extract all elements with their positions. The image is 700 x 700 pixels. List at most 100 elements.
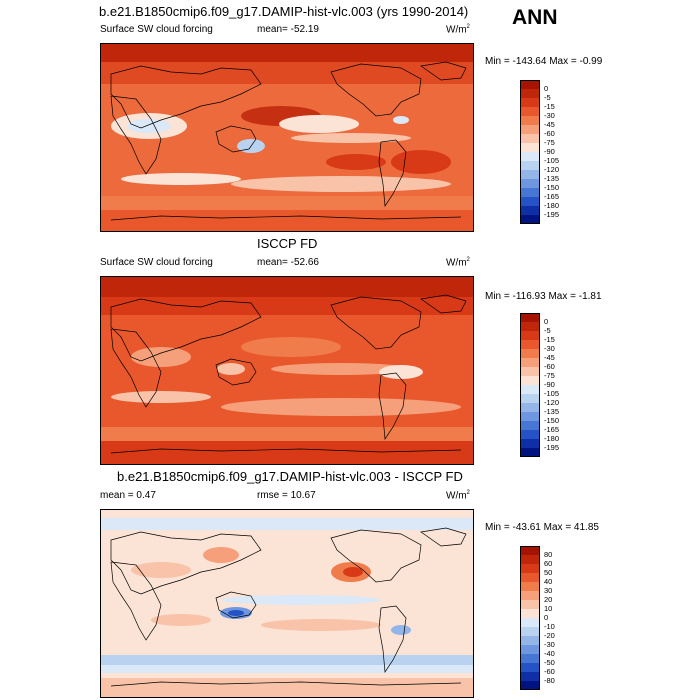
colorbar-tick-label: 20 (544, 595, 553, 604)
colorbar-tick-label: -60 (544, 362, 555, 371)
colorbar-swatch (520, 582, 540, 591)
colorbar-obs: 0 -5 -15 -30 -45 -60 -75 -90 -105 -120 -135 -150 -16… (520, 313, 559, 457)
colorbar-swatch (520, 322, 540, 331)
colorbar-swatch (520, 573, 540, 582)
colorbar-tick-label: -30 (544, 344, 555, 353)
colorbar-swatch (520, 170, 540, 179)
map-diff (100, 509, 474, 698)
left-label-obs: Surface SW cloud forcing (100, 257, 213, 268)
colorbar-swatch (520, 681, 540, 690)
colorbar-tick-label: 60 (544, 559, 553, 568)
colorbar-tick-label: -180 (544, 434, 560, 443)
colorbar-tick-label: 40 (544, 577, 553, 586)
colorbar-swatch (520, 367, 540, 376)
colorbar-tick-label: -90 (544, 380, 555, 389)
minmax-label-obs: Min = -116.93 Max = -1.81 (485, 291, 602, 302)
colorbar-tick-label: -150 (544, 183, 560, 192)
colorbar-swatch (520, 645, 540, 654)
colorbar-tick-label: -5 (544, 93, 551, 102)
panel-title-diff: b.e21.B1850cmip6.f09_g17.DAMIP-hist-vlc.… (117, 469, 463, 484)
colorbar-tick-label: -90 (544, 147, 555, 156)
colorbar-tick-label: -15 (544, 335, 555, 344)
colorbar-tick-label: -15 (544, 102, 555, 111)
colorbar-swatch (520, 663, 540, 672)
colorbar-swatch (520, 197, 540, 206)
minmax-label-model: Min = -143.64 Max = -0.99 (485, 56, 603, 67)
mean-label-diff: mean = 0.47 (100, 490, 156, 501)
left-label-model: Surface SW cloud forcing (100, 24, 213, 35)
panel-title-model: b.e21.B1850cmip6.f09_g17.DAMIP-hist-vlc.… (99, 4, 469, 19)
colorbar-tick-label: -10 (544, 622, 555, 631)
units-label-obs: W/m2 (446, 257, 470, 269)
colorbar-swatch (520, 636, 540, 645)
map-obs (100, 276, 474, 465)
colorbar-swatch (520, 627, 540, 636)
colorbar-tick-label: -120 (544, 398, 560, 407)
colorbar-swatch (520, 358, 540, 367)
colorbar-swatch (520, 403, 540, 412)
colorbar-swatch (520, 412, 540, 421)
colorbar-tick-label: -165 (544, 192, 560, 201)
colorbar-swatch (520, 80, 540, 89)
colorbar-diff: 80 60 50 40 30 20 10 0 -10 -20 -30 -40 -50 -60 -80 (520, 546, 555, 690)
mean-label-obs: mean= -52.66 (257, 257, 319, 268)
colorbar-tick-label: -30 (544, 111, 555, 120)
colorbar-tick-label: -150 (544, 416, 560, 425)
colorbar-swatch (520, 179, 540, 188)
colorbar-swatch (520, 143, 540, 152)
colorbar-tick-label: -105 (544, 389, 560, 398)
colorbar-tick-label: -30 (544, 640, 555, 649)
colorbar-swatch (520, 564, 540, 573)
colorbar-swatch (520, 439, 540, 448)
colorbar-tick-label: -75 (544, 138, 555, 147)
colorbar-tick-label: -120 (544, 165, 560, 174)
colorbar-swatch (520, 313, 540, 322)
minmax-label-diff: Min = -43.61 Max = 41.85 (485, 522, 599, 533)
colorbar-tick-label: 80 (544, 550, 553, 559)
mean-label-model: mean= -52.19 (257, 24, 319, 35)
colorbar-swatch (520, 376, 540, 385)
colorbar-swatch (520, 116, 540, 125)
colorbar-tick-label: -80 (544, 676, 555, 685)
colorbar-tick-label: -40 (544, 649, 555, 658)
colorbar-swatch (520, 591, 540, 600)
colorbar-tick-label: 30 (544, 586, 553, 595)
colorbar-tick-label: 10 (544, 604, 553, 613)
colorbar-tick-label: -50 (544, 658, 555, 667)
colorbar-tick-label: -60 (544, 129, 555, 138)
colorbar-tick-label: -135 (544, 407, 560, 416)
colorbar-tick-label: -180 (544, 201, 560, 210)
panel-title-obs: ISCCP FD (257, 236, 318, 251)
colorbar-swatch (520, 385, 540, 394)
colorbar-tick-label: -45 (544, 353, 555, 362)
colorbar-tick-label: 50 (544, 568, 553, 577)
colorbar-model: 0 -5 -15 -30 -45 -60 -75 -90 -105 -120 -135 -150 -16… (520, 80, 559, 224)
colorbar-swatch (520, 672, 540, 681)
colorbar-tick-label: 0 (544, 317, 549, 326)
rmse-label-diff: rmse = 10.67 (257, 490, 316, 501)
colorbar-tick-label: -135 (544, 174, 560, 183)
colorbar-tick-label: -60 (544, 667, 555, 676)
colorbar-tick-label: -195 (544, 210, 560, 219)
colorbar-swatch (520, 430, 540, 439)
colorbar-tick-label: -195 (544, 443, 560, 452)
colorbar-swatch (520, 206, 540, 215)
colorbar-tick-label: -20 (544, 631, 555, 640)
map-model (100, 43, 474, 232)
colorbar-swatch (520, 349, 540, 358)
colorbar-swatch (520, 215, 540, 224)
colorbar-tick-label: -5 (544, 326, 551, 335)
colorbar-swatch (520, 134, 540, 143)
colorbar-swatch (520, 125, 540, 134)
colorbar-tick-label: 0 (544, 84, 549, 93)
colorbar-swatch (520, 600, 540, 609)
colorbar-swatch (520, 448, 540, 457)
colorbar-swatch (520, 394, 540, 403)
colorbar-swatch (520, 618, 540, 627)
colorbar-swatch (520, 161, 540, 170)
colorbar-swatch (520, 609, 540, 618)
colorbar-swatch (520, 555, 540, 564)
units-label-model: W/m2 (446, 24, 470, 36)
colorbar-tick-label: -105 (544, 156, 560, 165)
colorbar-tick-label: -45 (544, 120, 555, 129)
